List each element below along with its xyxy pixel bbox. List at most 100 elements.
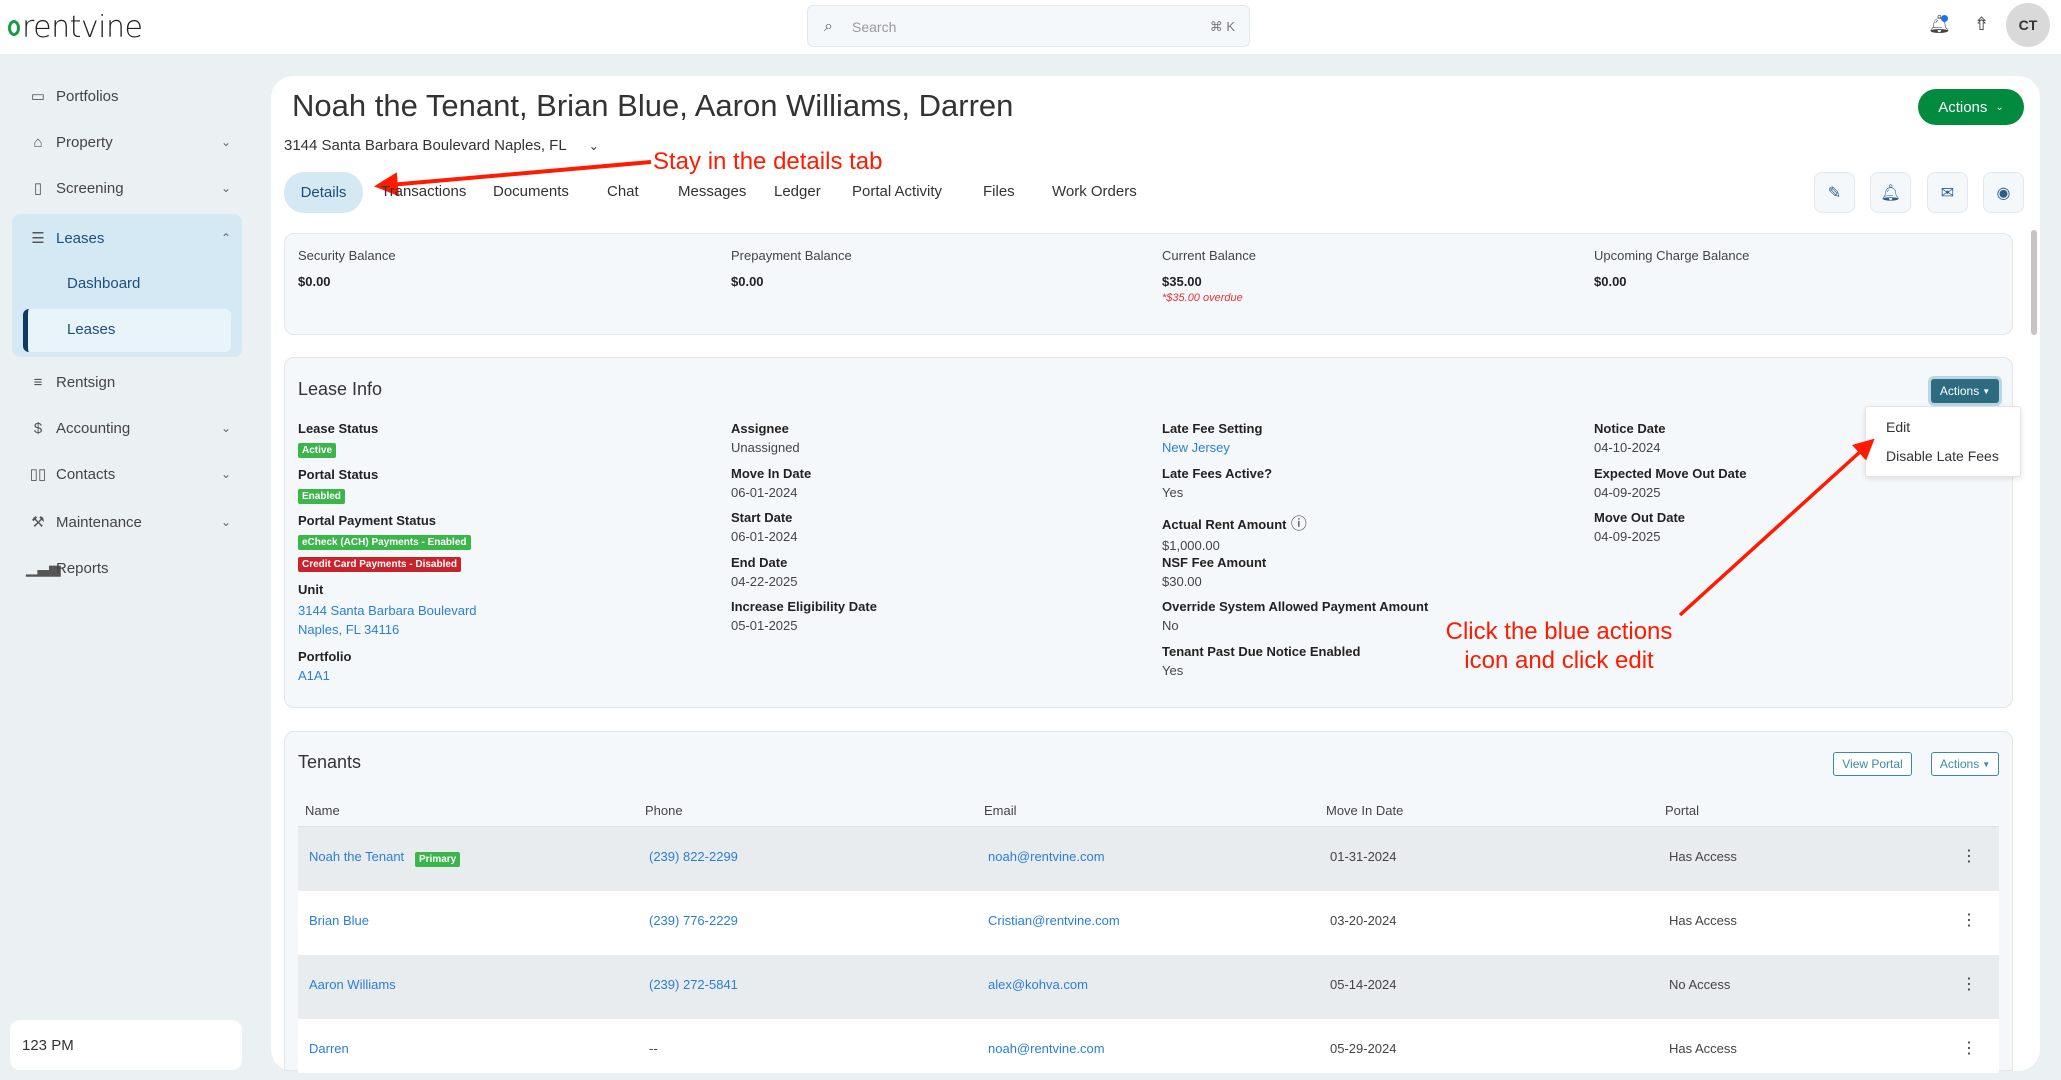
lease-actions-button[interactable]: Actions ▼ — [1931, 379, 1999, 403]
tab-files[interactable]: Files — [983, 183, 1015, 200]
lease-field: Late Fees Active? Yes — [1162, 466, 1428, 511]
column-header-email: Email — [984, 803, 1017, 818]
actions-button[interactable]: Actions ⌄ — [1918, 89, 2024, 125]
address-selector[interactable]: 3144 Santa Barbara Boulevard Naples, FL ⌄ — [284, 137, 599, 154]
column-header-portal: Portal — [1665, 803, 1699, 818]
clipboard-icon: ☰ — [31, 230, 45, 247]
lease-field: Expected Move Out Date 04-09-2025 — [1594, 466, 1746, 511]
table-row[interactable]: Darren -- noah@rentvine.com 05-29-2024 Has A… — [298, 1019, 1999, 1073]
page-title: Noah the Tenant, Brian Blue, Aaron Willi… — [292, 88, 1014, 123]
tenant-name[interactable]: Noah the Tenant — [309, 849, 405, 864]
info-icon[interactable]: ⓘ — [1286, 516, 1307, 533]
tenants-actions-label: Actions — [1939, 757, 1980, 771]
balance-label: Current Balance — [1162, 248, 1256, 263]
rocket-icon[interactable]: ⇮ — [1974, 14, 1990, 34]
tenants-actions-button[interactable]: Actions ▼ — [1931, 752, 1999, 776]
more-options-icon[interactable]: ⋮ — [1961, 912, 1977, 929]
sidebar-subitem-leases[interactable]: Leases — [67, 321, 116, 338]
tab-messages[interactable]: Messages — [678, 183, 747, 200]
column-header-phone: Phone — [645, 803, 683, 818]
more-options-icon[interactable]: ⋮ — [1961, 976, 1977, 993]
field-label: Portfolio — [298, 649, 352, 664]
status-badge-credit-card: Credit Card Payments - Disabled — [298, 557, 462, 572]
sidebar-item-leases[interactable]: ☰ Leases ⌃ — [26, 223, 231, 253]
chevron-down-icon[interactable]: ⌄ — [220, 515, 231, 529]
table-row[interactable]: Brian Blue (239) 776-2229 Cristian@rentvin… — [298, 891, 1999, 955]
tenant-name[interactable]: Darren — [309, 1041, 349, 1056]
chevron-down-icon[interactable]: ⌄ — [220, 421, 231, 435]
sidebar-subitem-dashboard[interactable]: Dashboard — [67, 275, 141, 292]
view-portal-button[interactable]: View Portal — [1833, 752, 1912, 776]
building-icon: ⌂ — [33, 133, 43, 151]
arrow-to-details-tab — [374, 160, 652, 197]
lease-actions-dropdown: Edit Disable Late Fees — [1865, 406, 2021, 477]
sidebar-item-property[interactable]: ⌂ Property ⌄ — [26, 127, 231, 157]
eye-icon[interactable]: ◉ — [1983, 172, 2024, 213]
screening-icon: ▯ — [33, 180, 43, 197]
tenant-email[interactable]: noah@rentvine.com — [988, 849, 1105, 864]
tenant-name[interactable]: Brian Blue — [309, 913, 369, 928]
sidebar-item-portfolios[interactable]: ▭ Portfolios — [26, 81, 231, 111]
sidebar-item-contacts[interactable]: ▯▯ Contacts ⌄ — [26, 459, 231, 489]
chevron-down-icon[interactable]: ⌄ — [220, 181, 231, 195]
tenant-phone[interactable]: (239) 776-2229 — [649, 913, 738, 928]
scrollbar[interactable] — [2031, 230, 2037, 335]
tenant-email[interactable]: Cristian@rentvine.com — [988, 913, 1120, 928]
edit-note-icon[interactable]: ✎ — [1814, 172, 1855, 213]
tab-documents[interactable]: Documents — [493, 183, 569, 200]
sidebar-item-maintenance[interactable]: ⚒ Maintenance ⌄ — [26, 507, 231, 537]
tab-work-orders[interactable]: Work Orders — [1052, 183, 1137, 200]
mail-icon[interactable]: ✉ — [1927, 172, 1968, 213]
menu-item-disable-late-fees[interactable]: Disable Late Fees — [1886, 448, 1999, 464]
field-label: Lease Status — [298, 421, 379, 436]
sidebar-subitem-leases-active[interactable] — [23, 309, 231, 352]
chevron-down-icon: ⌄ — [588, 139, 599, 153]
tenant-phone[interactable]: (239) 822-2299 — [649, 849, 738, 864]
tenant-name[interactable]: Aaron Williams — [309, 977, 396, 992]
annotation-line: icon and click edit — [1464, 647, 1654, 674]
primary-badge: Primary — [415, 852, 461, 867]
tenant-phone[interactable]: (239) 272-5841 — [649, 977, 738, 992]
tenant-email[interactable]: noah@rentvine.com — [988, 1041, 1105, 1056]
table-row[interactable]: Aaron Williams (239) 272-5841 alex@kohva.c… — [298, 955, 1999, 1019]
portal-access: No Access — [1669, 977, 1731, 992]
chevron-up-icon[interactable]: ⌃ — [220, 231, 231, 245]
lease-field: Notice Date 04-10-2024 — [1594, 421, 1746, 466]
chevron-down-icon[interactable]: ⌄ — [220, 135, 231, 149]
field-label: Unit — [298, 582, 324, 597]
menu-item-edit[interactable]: Edit — [1886, 419, 1911, 435]
field-value: 06-01-2024 — [731, 529, 798, 544]
tab-portal-activity[interactable]: Portal Activity — [852, 183, 943, 200]
field-value: Unassigned — [731, 440, 800, 455]
search-input[interactable]: ⌕ Search ⌘ K — [807, 5, 1250, 47]
more-options-icon[interactable]: ⋮ — [1961, 1040, 1977, 1057]
tab-details[interactable]: Details — [284, 172, 363, 213]
portfolio-link[interactable]: A1A1 — [298, 668, 330, 683]
field-value: $1,000.00 — [1162, 538, 1220, 553]
sidebar-item-screening[interactable]: ▯ Screening ⌄ — [26, 173, 231, 203]
lease-info-card — [284, 357, 2013, 708]
search-icon: ⌕ — [824, 18, 833, 35]
bell-plus-icon[interactable]: 🔔︎ — [1870, 172, 1911, 213]
more-options-icon[interactable]: ⋮ — [1961, 848, 1977, 865]
chevron-down-icon[interactable]: ⌄ — [220, 467, 231, 481]
field-value: Yes — [1162, 484, 1184, 500]
tenant-email[interactable]: alex@kohva.com — [988, 977, 1088, 992]
lease-field: Move Out Date 04-09-2025 — [1594, 510, 1746, 555]
rentvine-logo[interactable]: rentvine — [8, 10, 143, 45]
lease-field: Move In Date 06-01-2024 — [731, 466, 877, 511]
tab-chat[interactable]: Chat — [607, 183, 639, 200]
lease-field: Tenant Past Due Notice Enabled Yes — [1162, 644, 1428, 689]
sidebar-item-rentsign[interactable]: ≡ Rentsign — [26, 367, 231, 397]
table-row[interactable]: Noah the Tenant (239) 822-2299 noah@rentvi… — [298, 827, 1999, 891]
lease-field: Assignee Unassigned — [731, 421, 877, 466]
sidebar-item-accounting[interactable]: $ Accounting ⌄ — [26, 413, 231, 443]
portal-access: Has Access — [1669, 849, 1737, 864]
tab-transactions[interactable]: Transactions — [381, 183, 467, 200]
book-icon: ▯▯ — [29, 466, 47, 483]
late-fee-setting-link[interactable]: New Jersey — [1162, 440, 1230, 455]
avatar[interactable]: CT — [2006, 3, 2050, 47]
sidebar-item-reports[interactable]: ▁▃▅ Reports — [26, 553, 231, 583]
tab-ledger[interactable]: Ledger — [774, 183, 821, 200]
unit-link[interactable]: 3144 Santa Barbara Boulevard Naples, FL 3… — [298, 601, 477, 639]
